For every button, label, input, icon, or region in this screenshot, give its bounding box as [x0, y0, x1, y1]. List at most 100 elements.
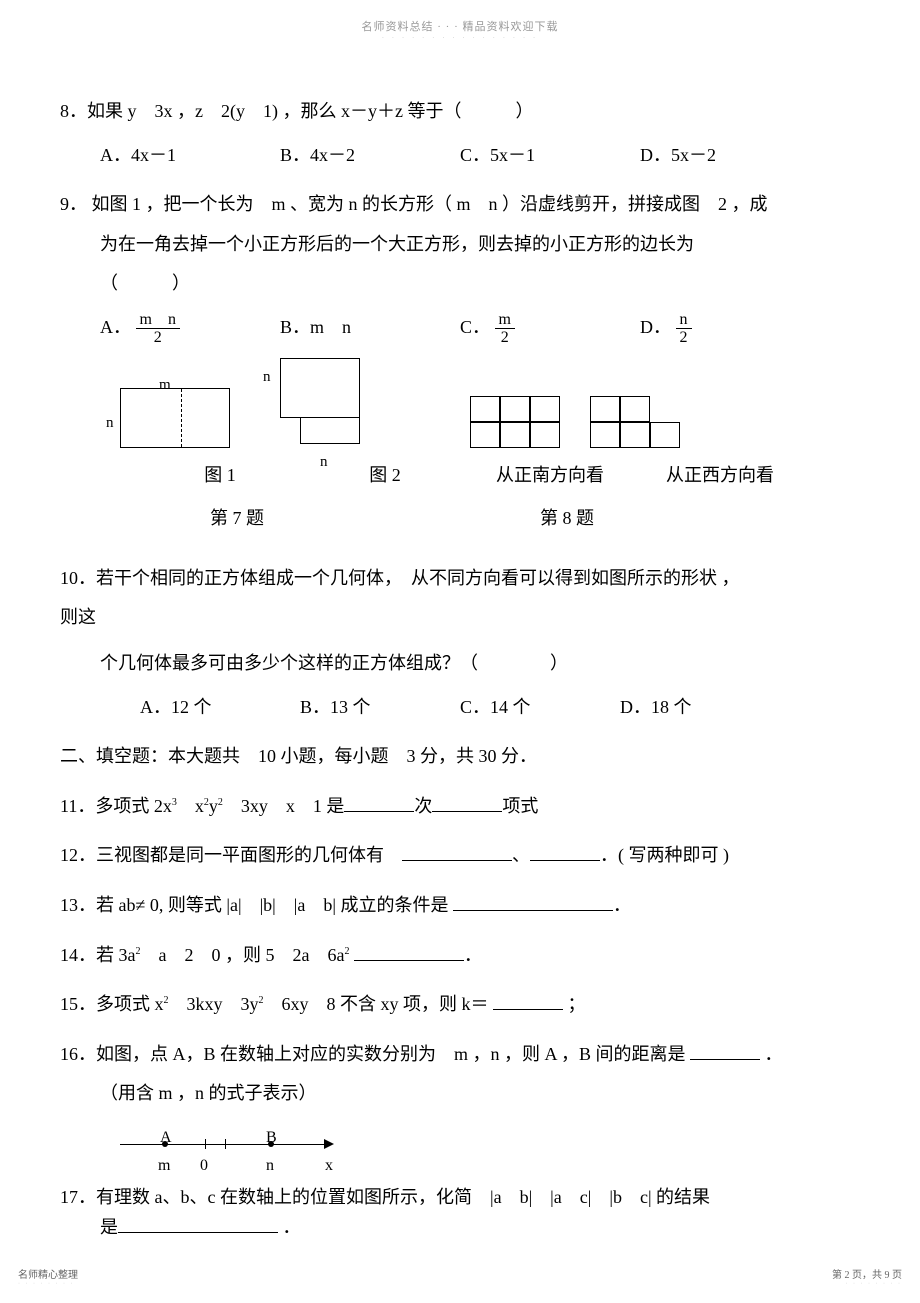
nl-tick	[225, 1139, 226, 1149]
q11-ci: 次	[414, 796, 432, 816]
q16-line1: 16．如图，点 A，B 在数轴上对应的实数分别为 m ，n ，则 A ，B 间的…	[60, 1044, 686, 1064]
blank	[402, 841, 512, 861]
blank	[344, 792, 414, 812]
footer-dots-l: · · · · · · · ·	[18, 1281, 78, 1287]
figure-2: n n	[260, 358, 380, 448]
question-10: 10．若干个相同的正方体组成一个几何体， 从不同方向看可以得到如图所示的形状 ，…	[60, 559, 860, 727]
blank	[118, 1213, 278, 1233]
sup-2d: 2	[344, 946, 349, 957]
grid-cell	[620, 422, 650, 448]
fig1-n-label: n	[106, 407, 114, 440]
question-13: 13．若 ab≠ 0, 则等式 |a| |b| |a b| 成立的条件是 ．	[60, 886, 860, 926]
q9-line1: 9． 如图 1 ，把一个长为 m 、宽为 n 的长方形（ m n ）沿虚线剪开，…	[60, 185, 860, 225]
q9-line2: 为在一角去掉一个小正方形后的一个大正方形，则去掉的小正方形的边长为	[60, 225, 860, 265]
cap-fig2: 图 2	[310, 456, 460, 496]
fig-captions: 图 1 图 2 从正南方向看 从正西方向看	[60, 456, 860, 496]
blank	[690, 1040, 760, 1060]
q10-opt-a: A．12 个	[140, 688, 300, 728]
fig2-outer	[280, 358, 360, 418]
q9-a-den: 2	[136, 329, 180, 347]
q14-mid1: a 2 0 ，则 5 2a 6a	[141, 945, 345, 965]
page-header: 名师资料总结 · · · 精品资料欢迎下载 · · · · · · · · · …	[0, 0, 920, 42]
fig1-m-label: m	[159, 369, 171, 402]
q15-pre: 15．多项式 x	[60, 994, 164, 1014]
q11-mid1: x	[177, 796, 204, 816]
q15-post: ；	[568, 994, 586, 1014]
q9-c-prefix: C．	[460, 317, 490, 337]
footer-right: 第 2 页，共 9 页 · · · · · · · ·	[832, 1266, 902, 1287]
q9-c-num: m	[495, 311, 515, 330]
q16-post: ．	[765, 1044, 783, 1064]
number-line-diagram: A B m 0 n x	[120, 1122, 350, 1172]
question-12: 12．三视图都是同一平面图形的几何体有 、 ．( 写两种即可 )	[60, 836, 860, 876]
fig1-dash	[181, 389, 182, 447]
q9-opt-a: A． m n 2	[100, 308, 280, 348]
cap-west: 从正西方向看	[640, 456, 800, 496]
question-8: 8．如果 y 3x ，z 2(y 1) ，那么 x－y＋z 等于（ ） A．4x…	[60, 92, 860, 175]
q9-opt-b: B．m n	[280, 308, 460, 348]
grid-cell	[590, 422, 620, 448]
q10-line2: 则这	[60, 598, 860, 638]
q12-post: ．( 写两种即可 )	[600, 845, 729, 865]
q9-a-prefix: A．	[100, 317, 131, 337]
nl-label-0: 0	[200, 1148, 208, 1183]
q14-post: ．	[464, 945, 482, 965]
q10-line1: 10．若干个相同的正方体组成一个几何体， 从不同方向看可以得到如图所示的形状 ，	[60, 559, 860, 599]
q11-xiang: 项式	[502, 796, 538, 816]
footer-left: 名师精心整理 · · · · · · · ·	[18, 1266, 78, 1287]
grid-cell	[650, 422, 680, 448]
header-dots: · · · · · · · · · · · · · · · ·	[0, 34, 920, 42]
q9-opt-d: D． n 2	[640, 308, 820, 348]
grid-cell	[590, 396, 620, 422]
blank	[493, 990, 563, 1010]
q14-pre: 14．若 3a	[60, 945, 136, 965]
grid-cell	[470, 396, 500, 422]
q8-opt-a: A．4x－1	[100, 136, 280, 176]
nl-label-m: m	[158, 1148, 170, 1183]
q8-opt-b: B．4x－2	[280, 136, 460, 176]
fig2-n2: n	[320, 446, 328, 479]
q9-diagrams: m n n n	[60, 358, 860, 448]
q16-line2: （用含 m ，n 的式子表示）	[60, 1074, 860, 1114]
question-15: 15．多项式 x2 3kxy 3y2 6xy 8 不含 xy 项，则 k＝ ；	[60, 985, 860, 1025]
q12-sep: 、	[512, 845, 530, 865]
footer-right-text: 第 2 页，共 9 页	[832, 1266, 902, 1281]
document-content: 8．如果 y 3x ，z 2(y 1) ，那么 x－y＋z 等于（ ） A．4x…	[0, 42, 920, 1273]
blank	[530, 841, 600, 861]
question-17: 17．有理数 a、b、c 在数轴上的位置如图所示，化简 |a b| |a c| …	[60, 1182, 860, 1243]
nl-label-x: x	[325, 1148, 333, 1183]
q8-opt-d: D．5x－2	[640, 136, 820, 176]
grid-cell	[530, 422, 560, 448]
label-q7: 第 7 题	[210, 499, 540, 539]
q17-line2-wrap: 是 ．	[60, 1212, 860, 1243]
q9-d-frac: n 2	[676, 311, 692, 347]
q8-stem: 8．如果 y 3x ，z 2(y 1) ，那么 x－y＋z 等于（ ）	[60, 92, 860, 132]
grid-cell	[500, 396, 530, 422]
section-2-header: 二、填空题：本大题共 10 小题，每小题 3 分，共 30 分．	[60, 737, 860, 777]
blank	[354, 941, 464, 961]
view-west	[590, 396, 680, 448]
q17-line1: 17．有理数 a、b、c 在数轴上的位置如图所示，化简 |a b| |a c| …	[60, 1187, 710, 1207]
q9-d-prefix: D．	[640, 317, 671, 337]
blank	[453, 891, 613, 911]
blank	[432, 792, 502, 812]
q13-pre: 13．若 ab≠ 0, 则等式 |a| |b| |a b| 成立的条件是	[60, 895, 448, 915]
q11-mid3: 3xy x 1 是	[223, 796, 345, 816]
q9-paren: （ ）	[60, 264, 860, 304]
footer-dots-r: · · · · · · · ·	[832, 1281, 902, 1287]
label-q8: 第 8 题	[540, 499, 594, 539]
header-text: 名师资料总结 · · · 精品资料欢迎下载	[0, 18, 920, 34]
footer-left-text: 名师精心整理	[18, 1266, 78, 1281]
q13-post: ．	[613, 895, 631, 915]
q12-pre: 12．三视图都是同一平面图形的几何体有	[60, 845, 402, 865]
q15-mid2: 6xy 8 不含 xy 项，则 k＝	[264, 994, 489, 1014]
q17-post: ．	[283, 1217, 301, 1237]
figure-1: m n	[120, 388, 230, 448]
q10-opt-b: B．13 个	[300, 688, 460, 728]
q9-d-den: 2	[676, 329, 692, 347]
grid-cell-blank	[650, 396, 680, 422]
question-14: 14．若 3a2 a 2 0 ，则 5 2a 6a2 ．	[60, 936, 860, 976]
q9-a-num: m n	[136, 311, 180, 330]
q10-opt-d: D．18 个	[620, 688, 780, 728]
q11-pre: 11．多项式 2x	[60, 796, 172, 816]
